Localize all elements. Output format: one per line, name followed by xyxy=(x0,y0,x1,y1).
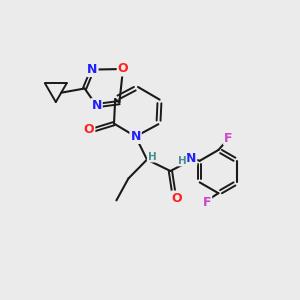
Text: H: H xyxy=(178,155,187,166)
Text: O: O xyxy=(118,62,128,76)
Text: N: N xyxy=(92,99,102,112)
Text: O: O xyxy=(84,123,94,136)
Text: O: O xyxy=(172,191,182,205)
Text: F: F xyxy=(203,196,211,209)
Text: F: F xyxy=(224,131,232,145)
Text: H: H xyxy=(148,152,157,162)
Text: N: N xyxy=(186,152,196,165)
Text: N: N xyxy=(87,63,98,76)
Text: N: N xyxy=(130,130,141,143)
